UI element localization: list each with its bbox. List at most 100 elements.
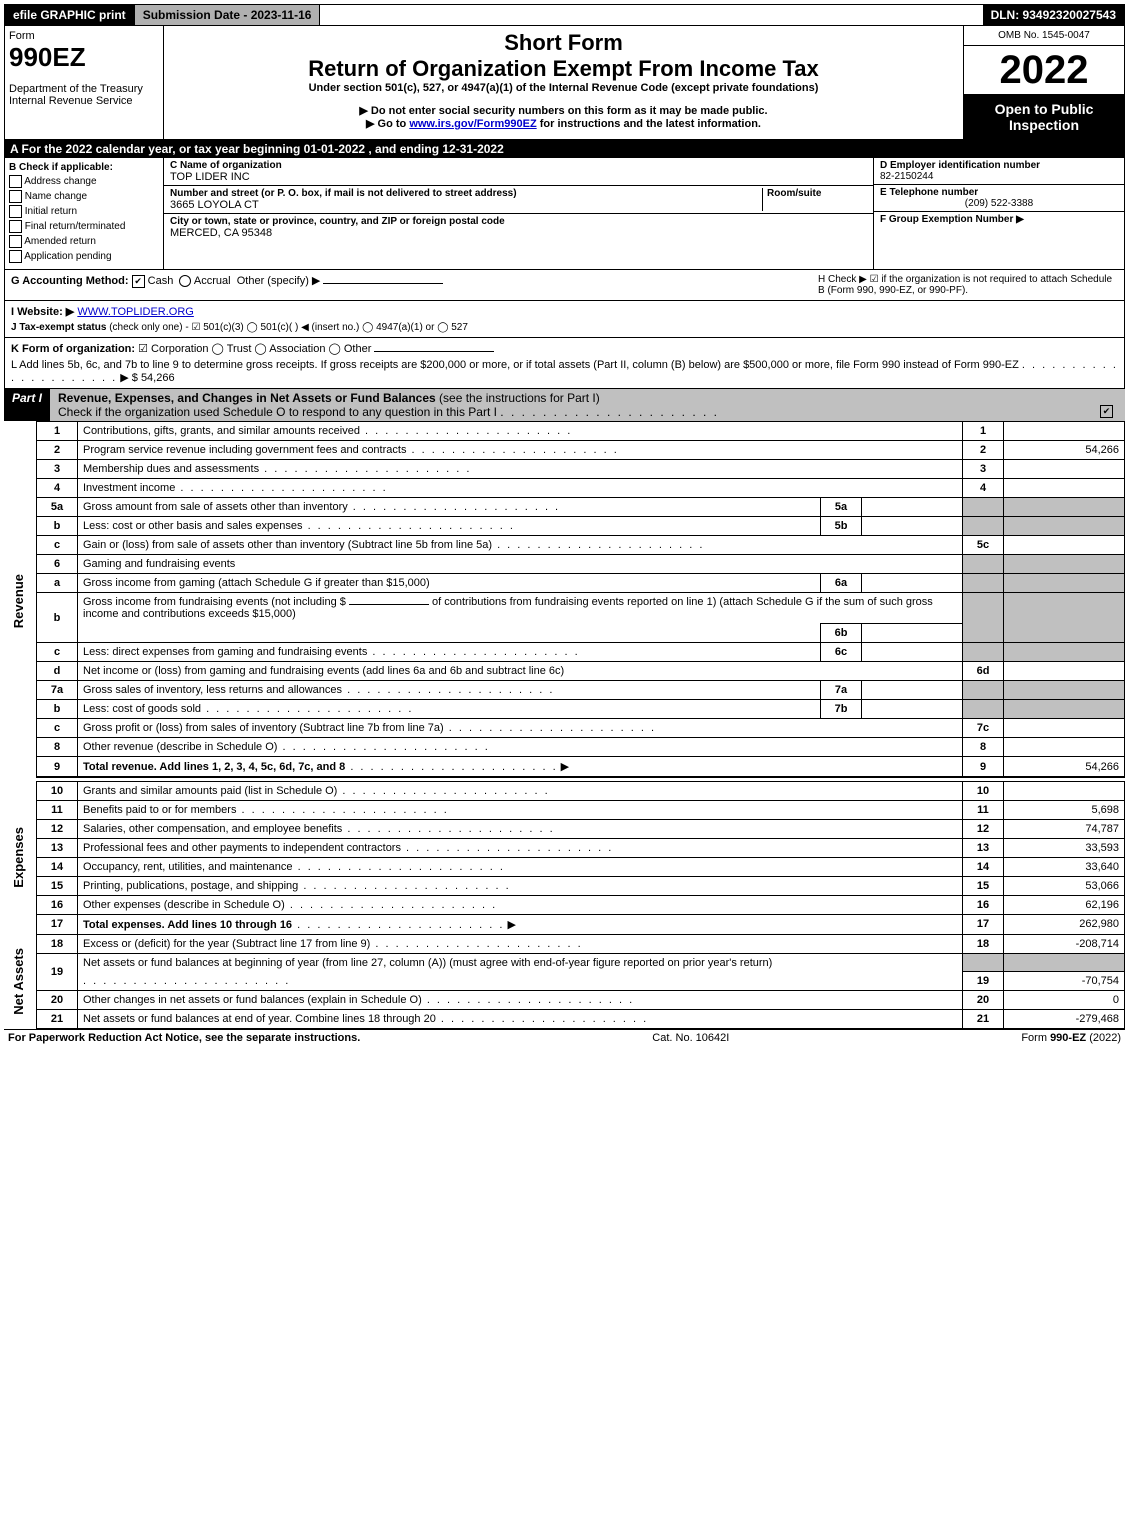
form-word: Form bbox=[9, 30, 159, 42]
line-6c-subval bbox=[862, 643, 963, 662]
notice-2-suffix: for instructions and the latest informat… bbox=[537, 118, 761, 130]
line-6b-pre: Gross income from fundraising events (no… bbox=[83, 596, 346, 608]
section-k: K Form of organization: ☑ Corporation ◯ … bbox=[11, 342, 1118, 355]
line-6d-box: 6d bbox=[963, 662, 1004, 681]
line-6c-desc: Less: direct expenses from gaming and fu… bbox=[83, 646, 367, 658]
line-5a-sub: 5a bbox=[821, 498, 862, 517]
irs-link[interactable]: www.irs.gov/Form990EZ bbox=[409, 118, 536, 130]
line-19-box: 19 bbox=[963, 972, 1004, 991]
line-10-box: 10 bbox=[963, 781, 1004, 800]
j-note: (check only one) - bbox=[109, 322, 188, 333]
line-10-desc: Grants and similar amounts paid (list in… bbox=[83, 785, 337, 797]
line-17: 17Total expenses. Add lines 10 through 1… bbox=[4, 914, 1125, 934]
line-6b-subnum: 6b bbox=[821, 624, 862, 643]
accrual-label: Accrual bbox=[194, 275, 231, 287]
line-12-val: 74,787 bbox=[1004, 819, 1125, 838]
part1-title: Revenue, Expenses, and Changes in Net As… bbox=[50, 389, 1125, 421]
top-bar: efile GRAPHIC print Submission Date - 20… bbox=[4, 4, 1125, 26]
section-h: H Check ▶ ☑ if the organization is not r… bbox=[818, 274, 1118, 296]
check-initial[interactable]: Initial return bbox=[9, 205, 159, 218]
line-2: 2 Program service revenue including gove… bbox=[4, 441, 1125, 460]
line-5b-subval bbox=[862, 517, 963, 536]
line-9-desc: Total revenue. Add lines 1, 2, 3, 4, 5c,… bbox=[83, 761, 345, 773]
line-5c-val bbox=[1004, 536, 1125, 555]
phone-value: (209) 522-3388 bbox=[880, 198, 1118, 209]
line-15-desc: Printing, publications, postage, and shi… bbox=[83, 880, 298, 892]
check-final[interactable]: Final return/terminated bbox=[9, 220, 159, 233]
line-9-val: 54,266 bbox=[1004, 757, 1125, 778]
part1-checkbox[interactable] bbox=[1100, 405, 1113, 418]
line-13-box: 13 bbox=[963, 838, 1004, 857]
line-14-box: 14 bbox=[963, 857, 1004, 876]
section-g: G Accounting Method: Cash Accrual Other … bbox=[11, 274, 818, 296]
section-j: J Tax-exempt status (check only one) - ☑… bbox=[11, 322, 1118, 333]
line-4-desc: Investment income bbox=[83, 482, 175, 494]
org-name-label: C Name of organization bbox=[170, 160, 867, 171]
line-12: 12Salaries, other compensation, and empl… bbox=[4, 819, 1125, 838]
dln-label: DLN: 93492320027543 bbox=[983, 5, 1124, 25]
line-11-box: 11 bbox=[963, 800, 1004, 819]
line-18: Net Assets 18Excess or (deficit) for the… bbox=[4, 934, 1125, 953]
line-6: 6 Gaming and fundraising events bbox=[4, 555, 1125, 574]
main-title: Return of Organization Exempt From Incom… bbox=[168, 56, 959, 82]
part1-title-text: Revenue, Expenses, and Changes in Net As… bbox=[58, 391, 436, 405]
check-address[interactable]: Address change bbox=[9, 175, 159, 188]
line-5c-box: 5c bbox=[963, 536, 1004, 555]
row-org-name: C Name of organization TOP LIDER INC bbox=[164, 158, 873, 186]
line-6a-desc: Gross income from gaming (attach Schedul… bbox=[83, 577, 430, 589]
info-block: B Check if applicable: Address change Na… bbox=[4, 158, 1125, 270]
line-5b-desc: Less: cost or other basis and sales expe… bbox=[83, 520, 303, 532]
netassets-side-label: Net Assets bbox=[9, 948, 28, 1015]
line-12-desc: Salaries, other compensation, and employ… bbox=[83, 823, 342, 835]
check-pending[interactable]: Application pending bbox=[9, 250, 159, 263]
form-number: 990EZ bbox=[9, 42, 159, 73]
line-3-val bbox=[1004, 460, 1125, 479]
city-value: MERCED, CA 95348 bbox=[170, 227, 867, 239]
line-7a-sub: 7a bbox=[821, 681, 862, 700]
line-21-box: 21 bbox=[963, 1010, 1004, 1029]
submission-date: Submission Date - 2023-11-16 bbox=[135, 5, 321, 25]
part1-label: Part I bbox=[4, 389, 50, 421]
header-right: OMB No. 1545-0047 2022 Open to Public In… bbox=[963, 26, 1124, 139]
header-center: Short Form Return of Organization Exempt… bbox=[164, 26, 963, 139]
section-ij: I Website: ▶ WWW.TOPLIDER.ORG J Tax-exem… bbox=[4, 301, 1125, 338]
revenue-side-label: Revenue bbox=[9, 574, 28, 628]
l-amount: ▶ $ 54,266 bbox=[120, 372, 174, 384]
accrual-radio[interactable] bbox=[179, 275, 191, 287]
notice-2: ▶ Go to www.irs.gov/Form990EZ for instru… bbox=[168, 117, 959, 130]
line-18-val: -208,714 bbox=[1004, 934, 1125, 953]
line-7b-sub: 7b bbox=[821, 700, 862, 719]
line-4-box: 4 bbox=[963, 479, 1004, 498]
line-13: 13 Professional fees and other payments t… bbox=[4, 838, 1125, 857]
line-16-val: 62,196 bbox=[1004, 895, 1125, 914]
line-7c-val bbox=[1004, 719, 1125, 738]
line-6b-subval bbox=[862, 624, 963, 643]
check-name[interactable]: Name change bbox=[9, 190, 159, 203]
line-17-box: 17 bbox=[963, 914, 1004, 934]
line-11-desc: Benefits paid to or for members bbox=[83, 804, 236, 816]
line-5a: 5a Gross amount from sale of assets othe… bbox=[4, 498, 1125, 517]
cash-label: Cash bbox=[148, 275, 174, 287]
line-6b: b Gross income from fundraising events (… bbox=[4, 593, 1125, 624]
street-value: 3665 LOYOLA CT bbox=[170, 199, 762, 211]
section-a: A For the 2022 calendar year, or tax yea… bbox=[4, 140, 1125, 158]
line-13-desc: Professional fees and other payments to … bbox=[83, 842, 401, 854]
line-2-val: 54,266 bbox=[1004, 441, 1125, 460]
line-19-a: 19Net assets or fund balances at beginni… bbox=[4, 953, 1125, 972]
line-11: 11Benefits paid to or for members 115,69… bbox=[4, 800, 1125, 819]
line-14-desc: Occupancy, rent, utilities, and maintena… bbox=[83, 861, 293, 873]
section-l: L Add lines 5b, 6c, and 7b to line 9 to … bbox=[11, 359, 1118, 384]
phone-label: E Telephone number bbox=[880, 187, 1118, 198]
check-amended[interactable]: Amended return bbox=[9, 235, 159, 248]
line-15-val: 53,066 bbox=[1004, 876, 1125, 895]
notice-2-prefix: ▶ Go to bbox=[366, 118, 409, 130]
line-6a-sub: 6a bbox=[821, 574, 862, 593]
line-17-val: 262,980 bbox=[1004, 914, 1125, 934]
cash-check[interactable] bbox=[132, 275, 145, 288]
line-6a-subval bbox=[862, 574, 963, 593]
section-b-title: B Check if applicable: bbox=[9, 162, 159, 173]
website-link[interactable]: WWW.TOPLIDER.ORG bbox=[77, 306, 194, 318]
line-5b: b Less: cost or other basis and sales ex… bbox=[4, 517, 1125, 536]
row-group: F Group Exemption Number ▶ bbox=[874, 212, 1124, 227]
section-i: I Website: ▶ WWW.TOPLIDER.ORG bbox=[11, 305, 1118, 318]
